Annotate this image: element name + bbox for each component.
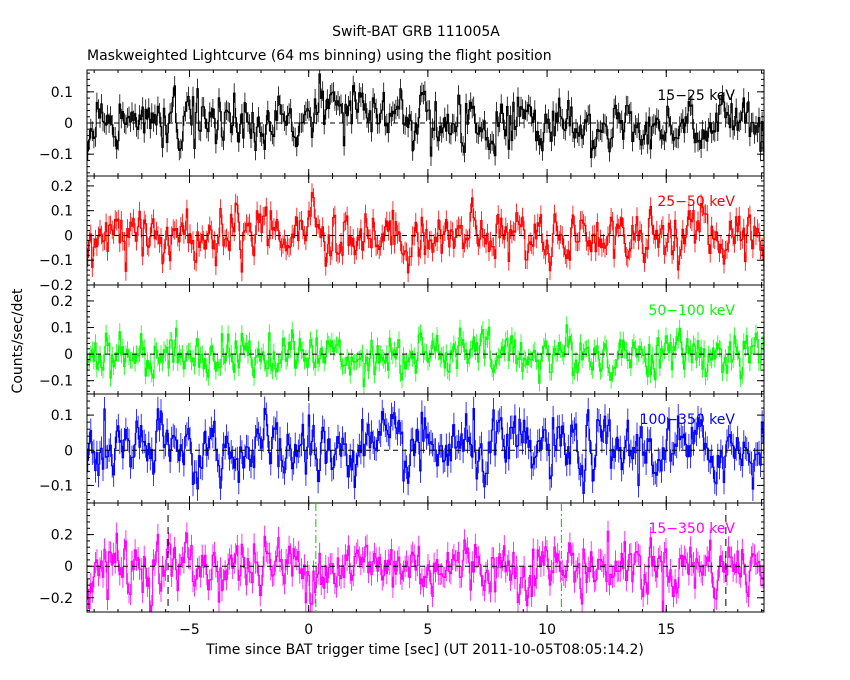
y-tick-label: −0.1: [39, 253, 73, 269]
y-tick-label: −0.2: [39, 591, 73, 607]
y-tick-label: 0.2: [51, 294, 73, 310]
series-line: [87, 530, 765, 612]
y-tick-label: 0: [64, 559, 73, 575]
band-label: 25−50 keV: [657, 194, 735, 210]
y-tick-label: 0: [64, 443, 73, 459]
y-tick-label: 0: [64, 228, 73, 244]
y-tick-label: 0: [64, 347, 73, 363]
series-errorbars: [87, 70, 764, 168]
y-tick-label: 0.2: [51, 179, 73, 195]
band-label: 100−350 keV: [640, 412, 736, 428]
series-line: [87, 73, 765, 159]
series-errorbars: [87, 316, 764, 394]
y-tick-label: 0.1: [51, 204, 73, 220]
chart-subtitle: Maskweighted Lightcurve (64 ms binning) …: [87, 48, 552, 64]
x-tick-label: −5: [179, 622, 200, 638]
band-label: 15−25 keV: [657, 88, 735, 104]
y-axis-label: Counts/sec/det: [10, 288, 26, 393]
band-label: 15−350 keV: [648, 521, 735, 537]
y-tick-label: −0.1: [39, 478, 73, 494]
y-tick-label: 0.2: [51, 528, 73, 544]
x-tick-label: 5: [423, 622, 432, 638]
panel-frame: [86, 502, 765, 613]
series-errorbars: [87, 183, 764, 283]
series-errorbars: [87, 396, 764, 503]
y-tick-label: −0.1: [39, 374, 73, 390]
chart-title: Swift-BAT GRB 111005A: [332, 24, 500, 40]
panels-group: −0.1 0 0.1 15−25 keV −0.2 −0.1 0 0.1 0.2 25−50 ke…: [39, 69, 765, 638]
x-axis-label: Time since BAT trigger time [sec] (UT 20…: [205, 642, 644, 658]
band-label: 50−100 keV: [648, 303, 735, 319]
y-tick-label: 0.1: [51, 408, 73, 424]
y-tick-label: 0.1: [51, 321, 73, 337]
y-tick-label: −0.2: [39, 278, 73, 294]
y-tick-label: 0.1: [51, 85, 73, 101]
x-tick-label: 0: [304, 622, 313, 638]
x-tick-label: 10: [538, 622, 556, 638]
y-tick-label: −0.1: [39, 147, 73, 163]
series-line: [87, 192, 765, 274]
panel-frame: [86, 284, 765, 395]
y-tick-label: 0: [64, 116, 73, 132]
x-tick-label: 15: [657, 622, 675, 638]
